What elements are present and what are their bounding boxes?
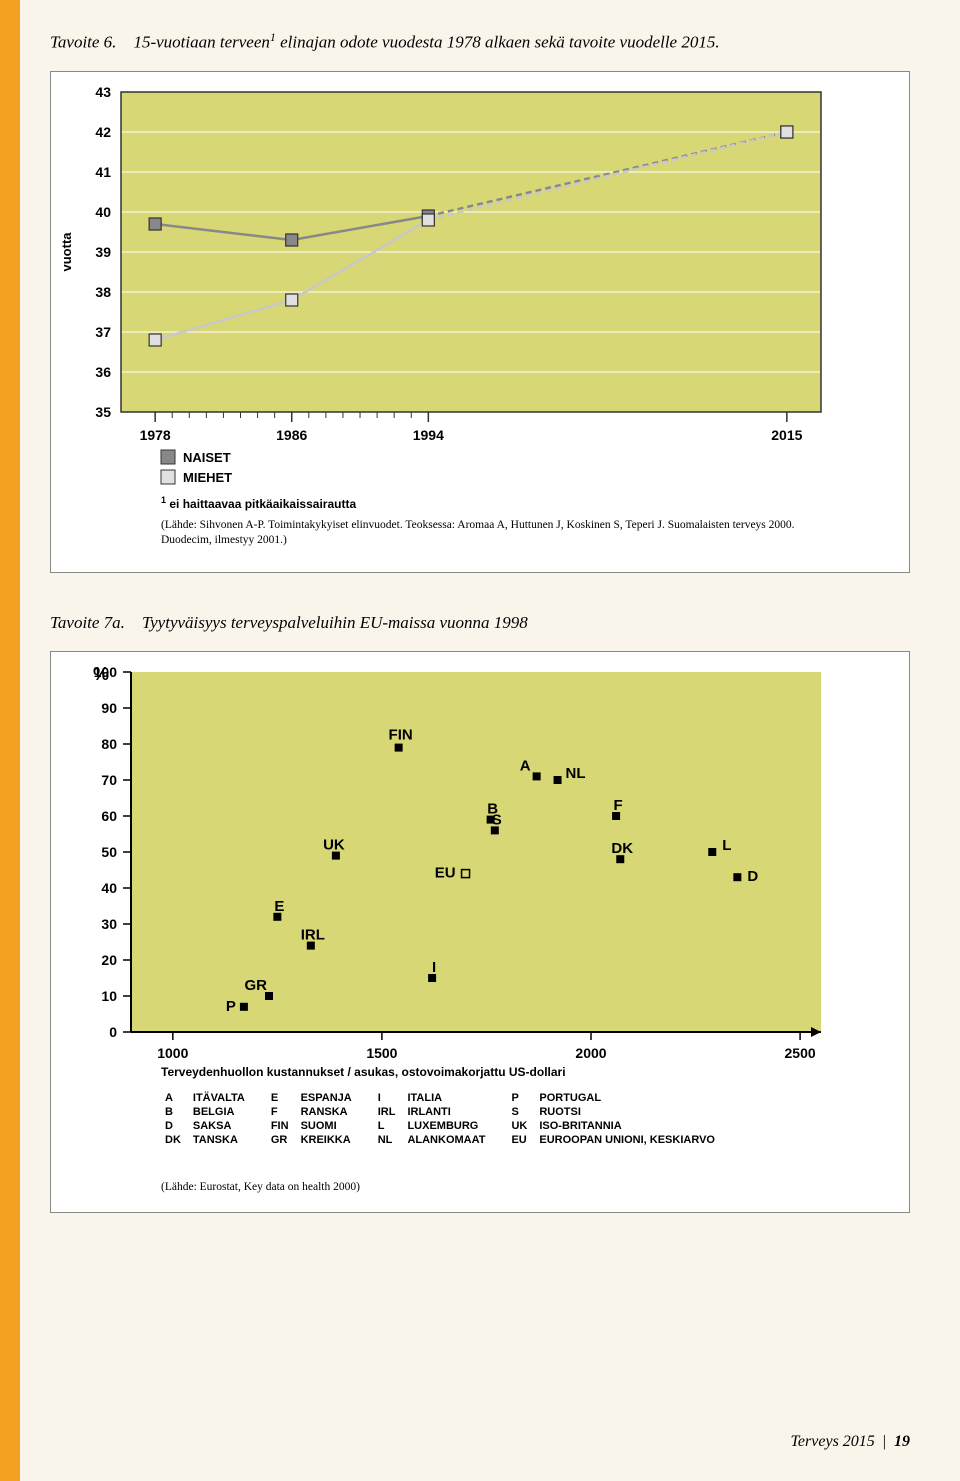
ytick-label: 80 [101, 736, 117, 752]
scatter-label: E [274, 897, 284, 914]
scatter-marker [240, 1002, 248, 1010]
tavoite-6-text-after: elinajan odote vuodesta 1978 alkaen sekä… [276, 33, 720, 52]
ytick-label: 41 [95, 164, 111, 180]
chart-2-svg: 0102030405060708090100%1000150020002500T… [51, 652, 851, 1212]
scatter-label: IRL [301, 926, 325, 943]
xtick-label: 1994 [413, 427, 444, 443]
ytick-label: 20 [101, 952, 117, 968]
y-axis-label: % [93, 664, 109, 684]
legend-label: NAISET [183, 450, 231, 465]
tavoite-7a-label: Tavoite 7a. [50, 613, 125, 632]
chart-2-container: 0102030405060708090100%1000150020002500T… [50, 651, 910, 1213]
scatter-label: DK [611, 840, 633, 857]
scatter-label: I [432, 959, 436, 976]
xtick-label: 1978 [140, 427, 171, 443]
ytick-label: 70 [101, 772, 117, 788]
y-axis-label: vuotta [59, 231, 74, 271]
figure-7a-heading: Tavoite 7a. Tyytyväisyys terveyspalvelui… [50, 613, 910, 633]
xtick-label: 2000 [575, 1045, 606, 1061]
scatter-marker [533, 772, 541, 780]
ytick-label: 39 [95, 244, 111, 260]
ytick-label: 37 [95, 324, 111, 340]
series-marker [422, 214, 434, 226]
xtick-label: 1000 [157, 1045, 188, 1061]
ytick-label: 0 [109, 1024, 117, 1040]
chart-1-footnote: 1 ei haittaavaa pitkäaikaissairautta [161, 495, 356, 511]
ytick-label: 36 [95, 364, 111, 380]
chart-1-source: Duodecim, ilmestyy 2001.) [161, 534, 287, 546]
tavoite-6-text-before: 15-vuotiaan terveen [133, 33, 269, 52]
legend-swatch [161, 470, 175, 484]
ytick-label: 40 [101, 880, 117, 896]
legend-swatch [161, 450, 175, 464]
ytick-label: 38 [95, 284, 111, 300]
ytick-label: 35 [95, 404, 111, 420]
scatter-label: P [226, 997, 236, 1014]
series-marker [781, 126, 793, 138]
xtick-label: 1500 [366, 1045, 397, 1061]
page-footer: Terveys 2015 | 19 [791, 1433, 911, 1451]
xtick-label: 2500 [785, 1045, 816, 1061]
scatter-label: UK [323, 836, 345, 853]
ytick-label: 42 [95, 124, 111, 140]
footer-sep: | [883, 1433, 886, 1450]
scatter-label: F [614, 797, 623, 814]
ytick-label: 10 [101, 988, 117, 1004]
legend-fo: AITÄVALTABBELGIADSAKSADKTANSKAEESPANJAFR… [161, 1088, 851, 1168]
xtick-label: 2015 [771, 427, 802, 443]
tavoite-7a-text: Tyytyväisyys terveyspalveluihin EU-maiss… [142, 613, 528, 632]
tavoite-6-label: Tavoite 6. [50, 33, 116, 52]
scatter-marker [733, 873, 741, 881]
scatter-marker [708, 848, 716, 856]
ytick-label: 90 [101, 700, 117, 716]
left-color-band [0, 0, 20, 1481]
scatter-label: NL [566, 765, 586, 782]
ytick-label: 60 [101, 808, 117, 824]
chart-1-svg: 35 36 37 38 39 40 41 42 43 1978 1986 1994 2015 vuotta… [51, 72, 851, 572]
chart-1-source: (Lähde: Sihvonen A-P. Toimintakykyiset e… [161, 519, 795, 531]
series-marker [149, 218, 161, 230]
chart-1-container: 35 36 37 38 39 40 41 42 43 1978 1986 1994 2015 vuotta… [50, 71, 910, 573]
series-marker [286, 294, 298, 306]
scatter-label: L [722, 837, 731, 854]
xtick-label: 1986 [276, 427, 307, 443]
ytick-label: 50 [101, 844, 117, 860]
chart-2-plot-bg [131, 672, 821, 1032]
series-marker [286, 234, 298, 246]
chart-2-source: (Lähde: Eurostat, Key data on health 200… [161, 1181, 360, 1193]
figure-6-heading: Tavoite 6. 15-vuotiaan terveen1 elinajan… [50, 30, 910, 53]
footer-title: Terveys 2015 [791, 1433, 875, 1450]
page: Tavoite 6. 15-vuotiaan terveen1 elinajan… [0, 0, 960, 1481]
legend-label: MIEHET [183, 470, 232, 485]
scatter-marker [395, 743, 403, 751]
scatter-label: GR [245, 977, 268, 994]
scatter-label: EU [435, 864, 456, 881]
ytick-label: 40 [95, 204, 111, 220]
scatter-label: FIN [389, 726, 413, 743]
country-legend-table: AITÄVALTABBELGIADSAKSADKTANSKAEESPANJAFR… [161, 1088, 739, 1150]
x-axis-label: Terveydenhuollon kustannukset / asukas, … [161, 1065, 566, 1079]
scatter-label: S [492, 811, 502, 828]
footer-page-number: 19 [894, 1433, 910, 1450]
ytick-label: 30 [101, 916, 117, 932]
ytick-label: 43 [95, 84, 111, 100]
scatter-marker [554, 776, 562, 784]
scatter-label: A [520, 757, 531, 774]
scatter-label: D [747, 868, 758, 885]
series-marker [149, 334, 161, 346]
